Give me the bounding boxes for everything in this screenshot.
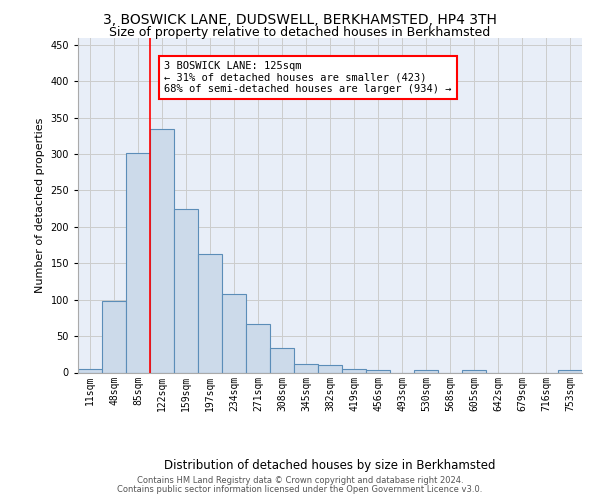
Text: Size of property relative to detached houses in Berkhamsted: Size of property relative to detached ho… (109, 26, 491, 39)
Bar (366, 370, 390, 372)
Bar (222, 294, 246, 372)
Text: 3 BOSWICK LANE: 125sqm
← 31% of detached houses are smaller (423)
68% of semi-de: 3 BOSWICK LANE: 125sqm ← 31% of detached… (164, 61, 452, 94)
Bar (150, 128, 174, 372)
X-axis label: Distribution of detached houses by size in Berkhamsted: Distribution of detached houses by size … (164, 459, 496, 472)
Bar (318, 365, 342, 372)
Bar (462, 370, 486, 372)
Bar (246, 324, 270, 372)
Text: 3, BOSWICK LANE, DUDSWELL, BERKHAMSTED, HP4 3TH: 3, BOSWICK LANE, DUDSWELL, BERKHAMSTED, … (103, 12, 497, 26)
Bar (342, 369, 366, 372)
Bar (78, 369, 102, 372)
Bar (270, 348, 294, 372)
Bar (174, 208, 198, 372)
Y-axis label: Number of detached properties: Number of detached properties (35, 118, 45, 292)
Text: Contains HM Land Registry data © Crown copyright and database right 2024.: Contains HM Land Registry data © Crown c… (137, 476, 463, 485)
Bar (198, 254, 222, 372)
Bar (414, 370, 438, 372)
Text: Contains public sector information licensed under the Open Government Licence v3: Contains public sector information licen… (118, 485, 482, 494)
Bar (102, 301, 126, 372)
Bar (558, 370, 582, 372)
Bar (294, 364, 318, 372)
Bar (126, 152, 150, 372)
